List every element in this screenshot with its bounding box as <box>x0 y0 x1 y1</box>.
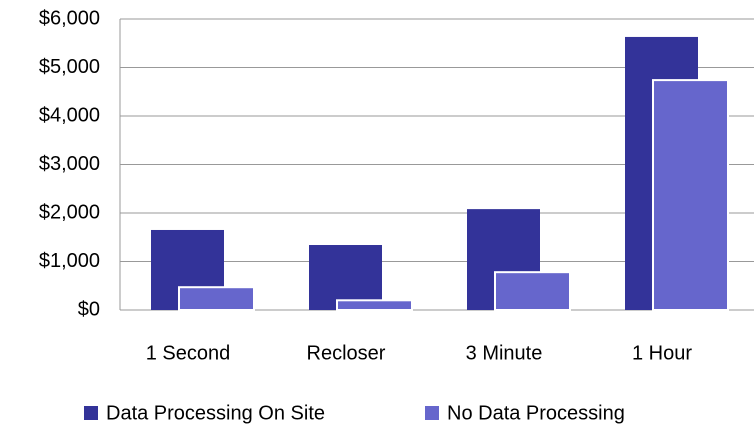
x-tick-label: 3 Minute <box>466 342 543 364</box>
y-tick-label: $3,000 <box>39 153 100 175</box>
legend-label: No Data Processing <box>447 402 625 424</box>
legend-swatch <box>425 406 439 420</box>
bar <box>309 245 382 310</box>
y-tick-label: $0 <box>78 298 100 320</box>
y-tick-label: $1,000 <box>39 250 100 272</box>
y-tick-label: $4,000 <box>39 104 100 126</box>
bar <box>652 79 729 311</box>
bar <box>494 271 571 312</box>
bar <box>336 299 413 311</box>
x-tick-label: 1 Second <box>146 342 231 364</box>
legend-swatch <box>84 406 98 420</box>
x-tick-label: Recloser <box>307 342 386 364</box>
y-tick-label: $5,000 <box>39 56 100 78</box>
x-tick-label: 1 Hour <box>632 342 692 364</box>
y-tick-label: $6,000 <box>39 7 100 29</box>
bar <box>178 286 255 311</box>
legend-label: Data Processing On Site <box>106 402 325 424</box>
y-tick-label: $2,000 <box>39 201 100 223</box>
